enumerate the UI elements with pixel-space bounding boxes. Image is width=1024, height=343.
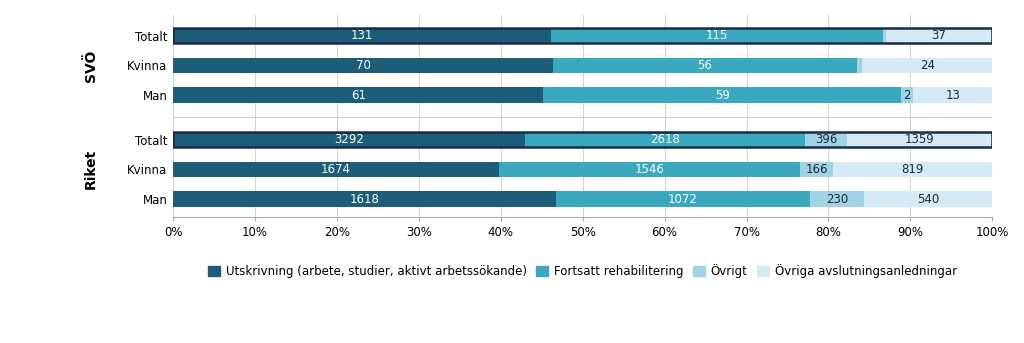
Bar <box>173 132 525 147</box>
Bar <box>525 132 805 147</box>
Text: 1618: 1618 <box>349 192 380 205</box>
Text: 2618: 2618 <box>650 133 680 146</box>
Bar <box>173 58 553 73</box>
Bar <box>173 132 992 147</box>
Text: 166: 166 <box>805 163 827 176</box>
Text: 1546: 1546 <box>635 163 665 176</box>
Text: 24: 24 <box>920 59 935 72</box>
Bar <box>833 162 992 177</box>
Text: SVÖ: SVÖ <box>84 49 98 82</box>
Bar <box>173 28 992 44</box>
Text: Riket: Riket <box>84 149 98 189</box>
Bar <box>847 132 992 147</box>
Bar <box>551 28 883 44</box>
Text: 2: 2 <box>903 88 911 102</box>
Bar <box>862 58 992 73</box>
Text: 13: 13 <box>945 88 961 102</box>
Text: 59: 59 <box>715 88 730 102</box>
Bar <box>857 58 862 73</box>
Text: 1072: 1072 <box>668 192 698 205</box>
Bar <box>556 191 810 207</box>
Text: 230: 230 <box>826 192 848 205</box>
Bar <box>173 28 551 44</box>
Bar <box>886 28 992 44</box>
Bar <box>173 162 499 177</box>
Bar <box>913 87 992 103</box>
Bar <box>173 191 556 207</box>
Text: 1674: 1674 <box>322 163 351 176</box>
Text: 115: 115 <box>706 29 728 42</box>
Text: 3292: 3292 <box>334 133 364 146</box>
Bar <box>801 162 833 177</box>
Bar <box>499 162 801 177</box>
Bar <box>810 191 864 207</box>
Text: 540: 540 <box>918 192 939 205</box>
Bar <box>805 132 847 147</box>
Bar <box>901 87 913 103</box>
Text: 61: 61 <box>350 88 366 102</box>
Text: 70: 70 <box>355 59 371 72</box>
Bar <box>173 87 543 103</box>
Text: 1359: 1359 <box>905 133 935 146</box>
Bar <box>864 191 992 207</box>
Text: 131: 131 <box>351 29 373 42</box>
Text: 37: 37 <box>932 29 946 42</box>
Text: 819: 819 <box>901 163 924 176</box>
Text: 56: 56 <box>697 59 712 72</box>
Bar <box>553 58 857 73</box>
Legend: Utskrivning (arbete, studier, aktivt arbetssökande), Fortsatt rehabilitering, Öv: Utskrivning (arbete, studier, aktivt arb… <box>204 259 962 283</box>
Text: 396: 396 <box>815 133 837 146</box>
Bar <box>883 28 886 44</box>
Bar <box>543 87 901 103</box>
